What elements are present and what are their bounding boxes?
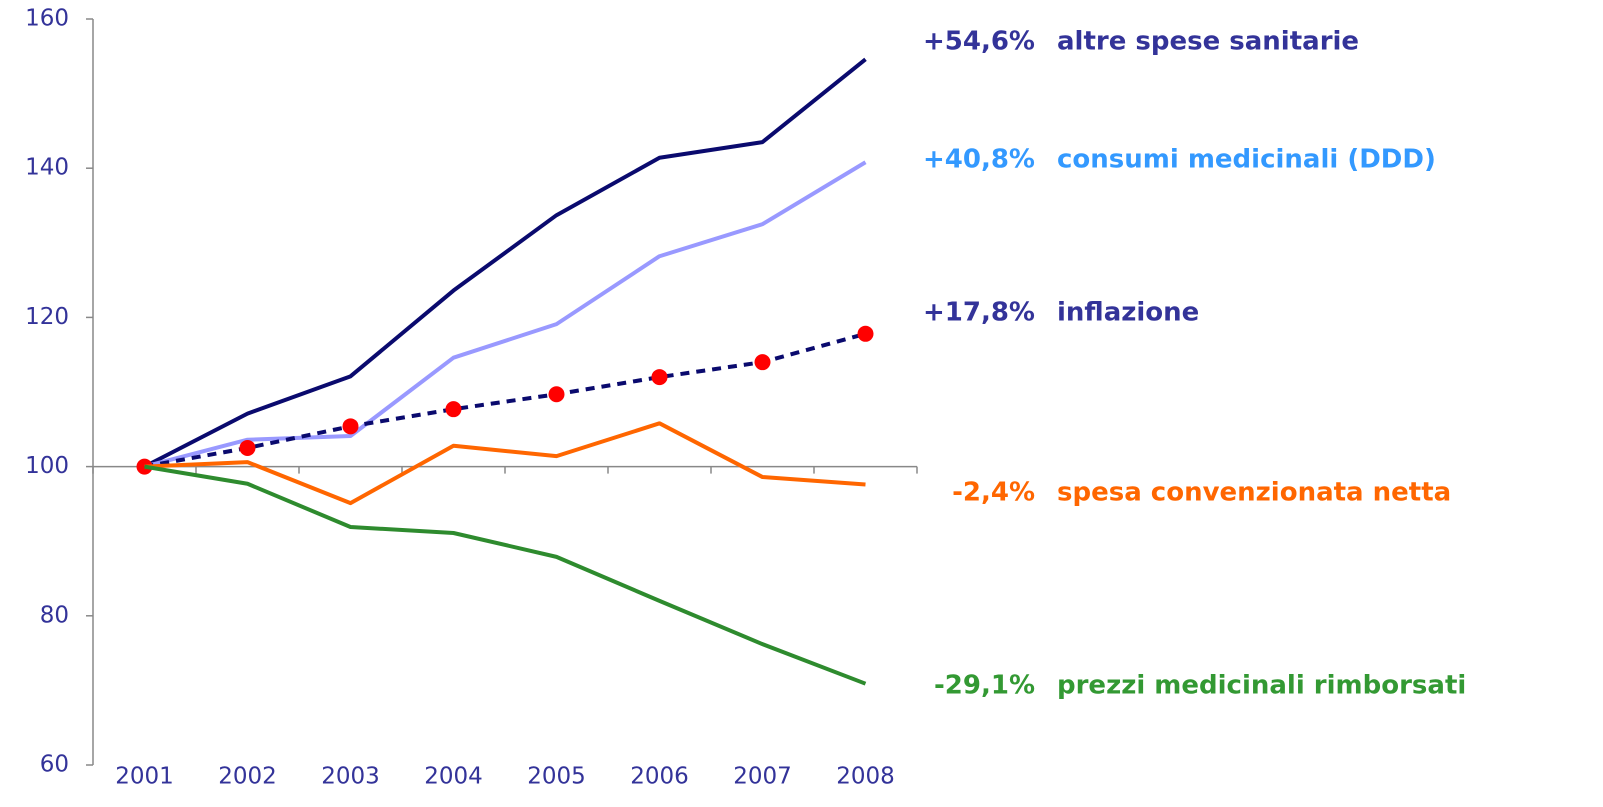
change-label: -2,4%: [952, 478, 1035, 508]
data-point: [651, 369, 668, 386]
y-tick-label: 60: [40, 752, 69, 778]
change-label: -29,1%: [934, 671, 1035, 701]
change-label: +54,6%: [923, 27, 1035, 57]
x-tick-label: 2004: [424, 764, 483, 790]
change-label: +40,8%: [923, 145, 1035, 175]
data-point: [342, 418, 359, 435]
y-tick-label: 160: [25, 6, 69, 32]
x-tick-label: 2006: [630, 764, 689, 790]
series-label: consumi medicinali (DDD): [1057, 145, 1436, 175]
data-point: [548, 386, 565, 403]
series-label: spesa convenzionata netta: [1057, 478, 1451, 508]
series-label: prezzi medicinali rimborsati: [1057, 671, 1466, 701]
series-line: [144, 421, 866, 506]
x-tick-label: 2001: [115, 764, 174, 790]
y-tick-label: 100: [25, 453, 69, 479]
data-point: [239, 439, 256, 456]
series-line: [143, 160, 867, 469]
y-tick-label: 80: [40, 602, 69, 628]
x-tick-label: 2005: [527, 764, 586, 790]
series-line: [144, 331, 867, 469]
x-tick-label: 2007: [733, 764, 792, 790]
series-line: [144, 464, 867, 686]
series-label: altre spese sanitarie: [1057, 27, 1359, 57]
y-tick-label: 140: [25, 155, 69, 181]
x-tick-label: 2008: [836, 764, 895, 790]
change-label: +17,8%: [923, 298, 1035, 328]
data-point: [857, 325, 874, 342]
x-tick-label: 2002: [218, 764, 277, 790]
data-point: [445, 401, 462, 418]
y-tick-label: 120: [25, 304, 69, 330]
series-label: inflazione: [1057, 298, 1199, 328]
data-point: [754, 354, 771, 371]
x-tick-label: 2003: [321, 764, 380, 790]
series-line: [143, 57, 867, 469]
